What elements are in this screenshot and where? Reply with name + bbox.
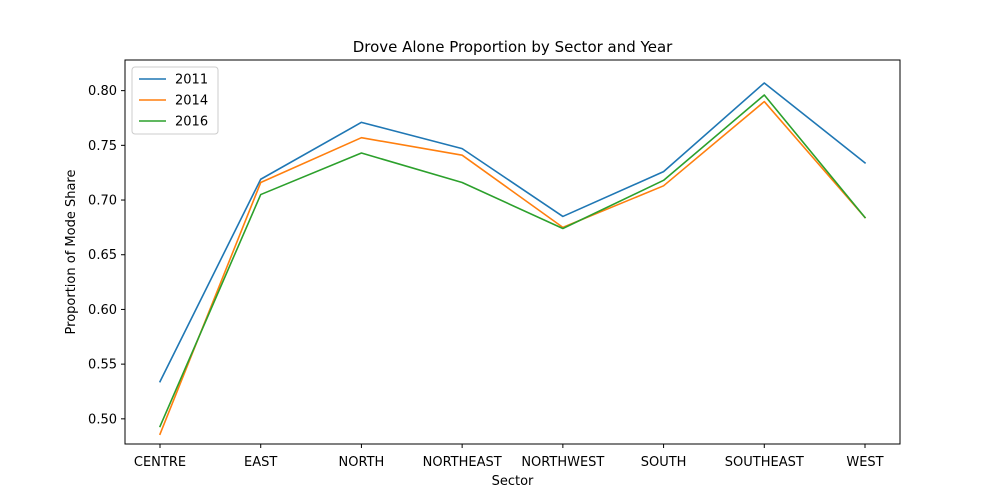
- legend: 2011 2014 2016: [131, 66, 219, 135]
- x-tick-label: CENTRE: [134, 455, 186, 470]
- legend-label-2011: 2011: [175, 73, 208, 88]
- y-tick-label: 0.75: [88, 139, 117, 154]
- chart-title: Drove Alone Proportion by Sector and Yea…: [353, 38, 673, 56]
- legend-label-2014: 2014: [175, 94, 208, 109]
- y-tick-label: 0.70: [88, 194, 117, 209]
- plot-area: [158, 82, 867, 436]
- x-tick-label: SOUTHEAST: [725, 455, 804, 470]
- legend-box: [131, 66, 219, 135]
- y-tick-label: 0.50: [88, 412, 117, 427]
- x-tick-label: NORTHEAST: [423, 455, 502, 470]
- y-axis-title: Proportion of Mode Share: [64, 170, 79, 335]
- y-tick-label: 0.80: [88, 84, 117, 99]
- y-axis: 0.50 0.55 0.60 0.65 0.70 0.75 0.80: [88, 84, 125, 427]
- x-tick-label: EAST: [244, 455, 277, 470]
- series-line-2016: [158, 94, 867, 428]
- y-tick-label: 0.55: [88, 358, 117, 373]
- y-tick-label: 0.65: [88, 248, 117, 263]
- series-line-2014: [158, 100, 867, 436]
- x-axis-title: Sector: [492, 474, 534, 489]
- x-tick-label: NORTHWEST: [521, 455, 604, 470]
- series-line-2011: [158, 82, 867, 383]
- legend-label-2016: 2016: [175, 115, 208, 130]
- plot-frame: [124, 59, 901, 445]
- x-tick-label: NORTH: [339, 455, 385, 470]
- x-tick-label: WEST: [846, 455, 883, 470]
- x-tick-label: SOUTH: [641, 455, 687, 470]
- x-axis: CENTRE EAST NORTH NORTHEAST NORTHWEST SOUTH SO…: [134, 444, 884, 470]
- y-tick-label: 0.60: [88, 303, 117, 318]
